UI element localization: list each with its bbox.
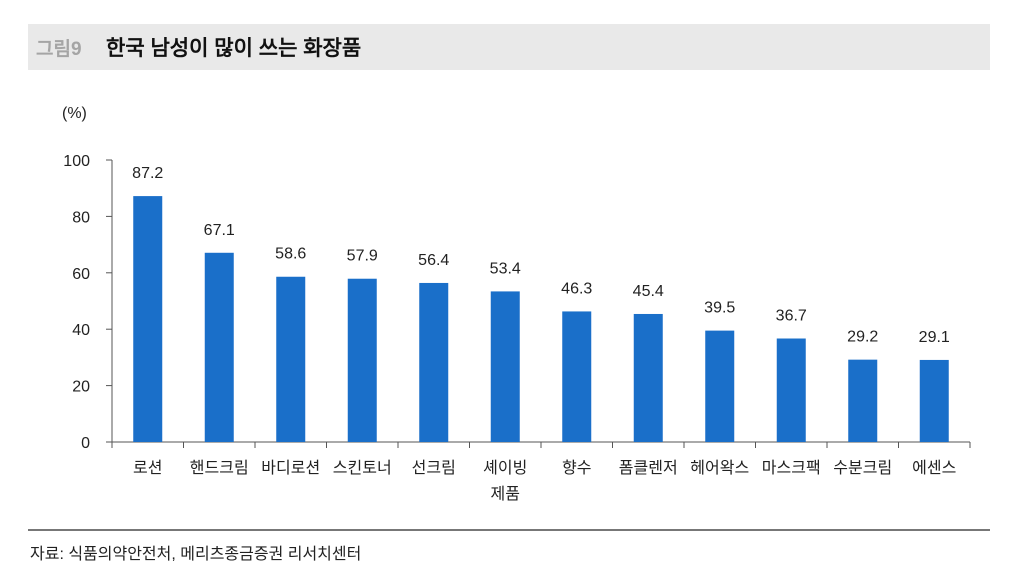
data-label: 58.6: [275, 246, 306, 263]
bar-10: [776, 338, 806, 442]
y-tick-label: 0: [81, 435, 90, 452]
chart-header: 그림9 한국 남성이 많이 쓰는 화장품: [28, 24, 990, 70]
x-tick-label: 향수: [562, 459, 591, 477]
y-tick-label: 60: [72, 266, 90, 283]
x-tick-label: 제품: [491, 485, 520, 503]
bar-7: [562, 311, 592, 442]
data-label: 87.2: [132, 165, 163, 182]
x-tick-label: 선크림: [412, 459, 456, 477]
bar-4: [347, 278, 377, 442]
bar-8: [633, 313, 663, 442]
x-tick-label: 에센스: [912, 459, 956, 477]
data-label: 46.3: [561, 280, 592, 297]
bar-1: [133, 196, 163, 442]
data-label: 39.5: [704, 300, 735, 317]
bar-11: [848, 359, 878, 442]
x-tick-label: 마스크팩: [762, 459, 821, 477]
figure-label: 그림9: [36, 39, 82, 60]
data-label: 29.1: [919, 329, 950, 346]
chart-title: 한국 남성이 많이 쓰는 화장품: [106, 37, 362, 60]
x-tick-label: 바디로션: [261, 459, 320, 477]
data-label: 36.7: [776, 308, 807, 325]
bar-2: [204, 252, 234, 442]
bar-3: [276, 276, 306, 442]
y-tick-label: 100: [63, 153, 90, 170]
data-label: 53.4: [490, 260, 521, 277]
x-tick-label: 핸드크림: [190, 459, 249, 477]
data-label: 56.4: [418, 252, 449, 269]
data-label: 29.2: [847, 329, 878, 346]
bar-6: [490, 291, 520, 442]
y-tick-label: 80: [72, 209, 90, 226]
y-axis-label: (%): [62, 105, 87, 122]
x-tick-label: 셰이빙: [483, 459, 527, 477]
bar-9: [705, 330, 735, 442]
x-tick-label: 폼클렌저: [619, 459, 678, 477]
x-tick-label: 수분크림: [833, 459, 892, 477]
source-note: 자료: 식품의약안전처, 메리츠종금증권 리서치센터: [30, 546, 362, 563]
data-label: 45.4: [633, 283, 664, 300]
data-label: 67.1: [204, 222, 235, 239]
data-label: 57.9: [347, 248, 378, 265]
x-tick-label: 헤어왁스: [690, 459, 749, 477]
x-tick-label: 로션: [133, 459, 162, 477]
x-tick-label: 스킨토너: [333, 459, 392, 477]
bar-12: [919, 359, 949, 442]
y-tick-label: 20: [72, 379, 90, 396]
divider: [28, 529, 990, 531]
bar-5: [419, 282, 449, 442]
y-tick-label: 40: [72, 322, 90, 339]
